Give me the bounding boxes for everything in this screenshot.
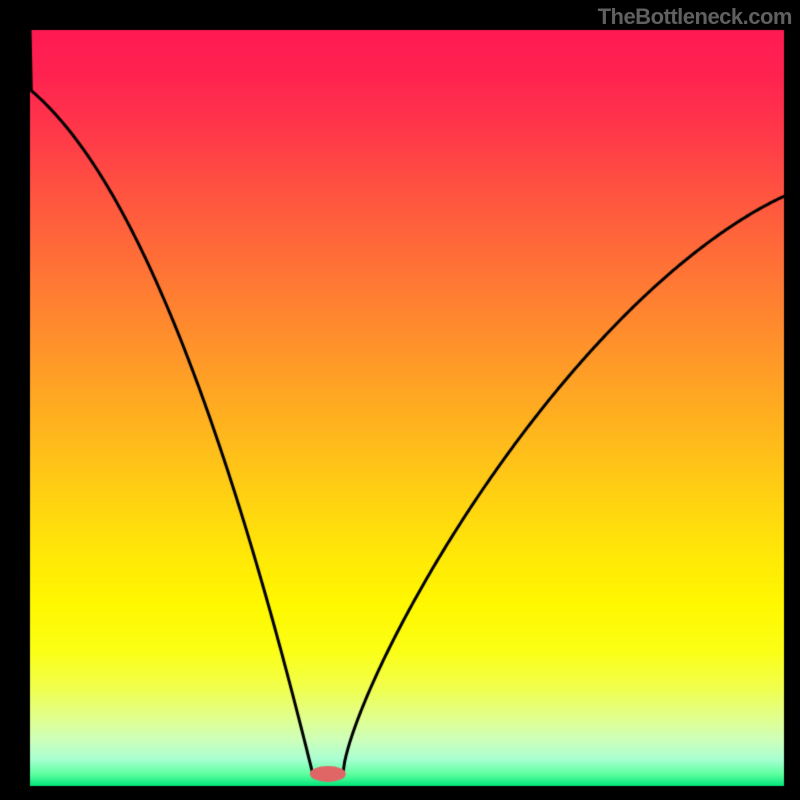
bottleneck-chart <box>0 0 800 800</box>
watermark-text: TheBottleneck.com <box>598 4 792 30</box>
chart-container: TheBottleneck.com <box>0 0 800 800</box>
